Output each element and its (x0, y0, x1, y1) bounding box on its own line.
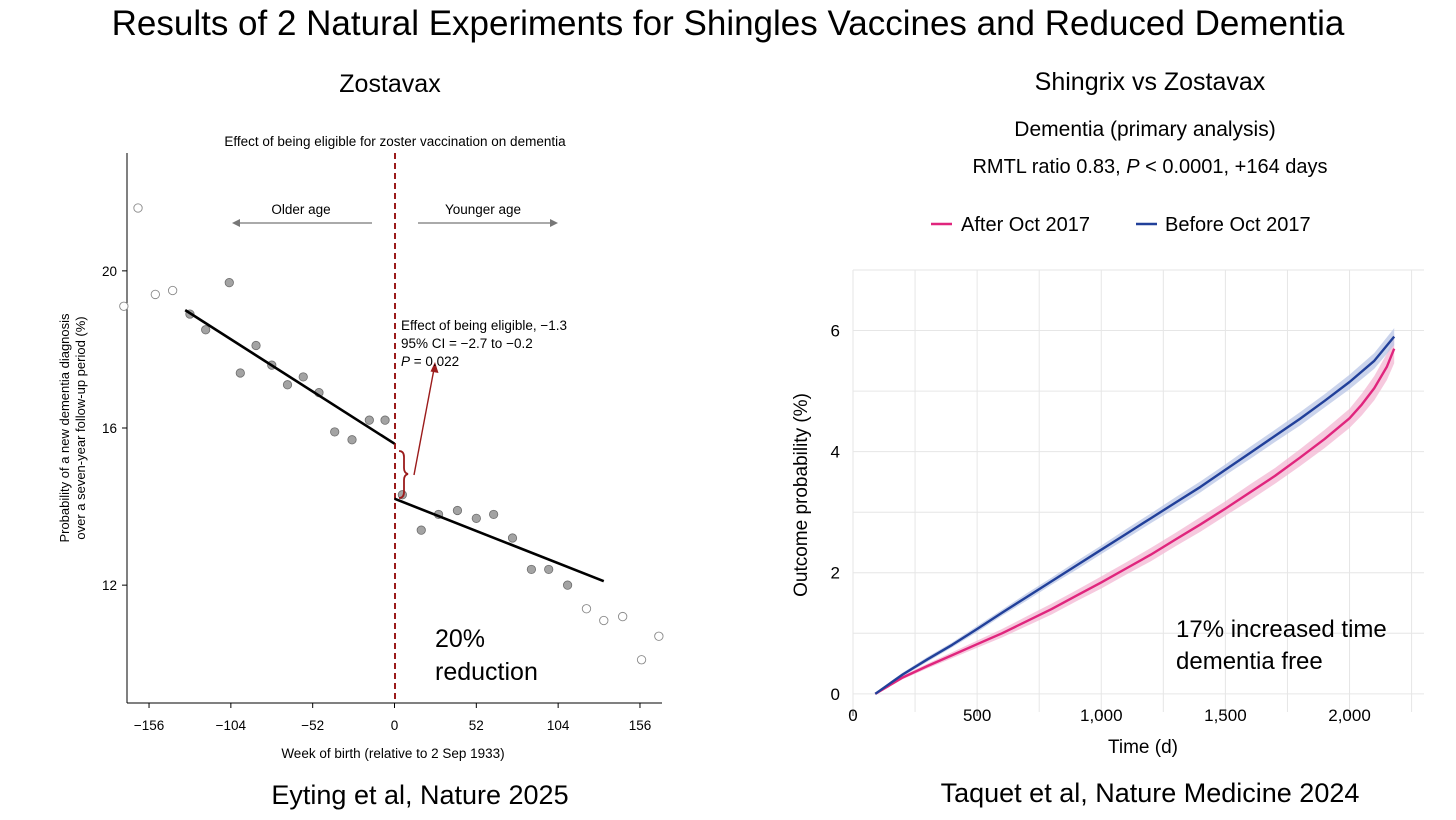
left-y-axis-label-line2: over a seven-year follow-up period (%) (73, 316, 88, 539)
left-x-axis-label: Week of birth (relative to 2 Sep 1933) (281, 746, 504, 761)
scatter-point-outside-window (581, 604, 592, 614)
right-callout-line2: dementia free (1176, 648, 1323, 675)
scatter-point-outside-window (654, 631, 664, 641)
left-callout-line2: reduction (435, 658, 538, 686)
regression-line-older (184, 309, 396, 445)
left-x-tick-label: 104 (547, 718, 570, 733)
right-y-tick-label: 0 (831, 685, 840, 704)
scatter-point-inside-window (235, 368, 245, 378)
right-y-tick-label: 4 (831, 443, 840, 462)
effect-annotation-line1: Effect of being eligible, −1.3 (401, 318, 567, 333)
scatter-point-inside-window (380, 415, 390, 425)
scatter-point-outside-window (150, 289, 160, 300)
older-age-arrowhead-icon (232, 219, 240, 227)
right-chart: After Oct 2017 Before Oct 2017 0 500 1,000… (791, 214, 1424, 758)
effect-annotation-arrow (413, 368, 435, 476)
left-callout-line1: 20% (435, 625, 485, 653)
scatter-point-inside-window (330, 427, 340, 437)
effect-brace-icon (398, 450, 409, 499)
left-x-ticks: −156 −104 −52 0 52 104 156 (134, 703, 651, 733)
scatter-point-inside-window (224, 278, 234, 288)
left-points-outside-window (119, 203, 664, 665)
scatter-point-inside-window (364, 415, 374, 425)
scatter-point-inside-window (452, 505, 463, 516)
right-chart-grid (852, 269, 1424, 712)
left-points-inside-window (185, 278, 573, 590)
scatter-point-inside-window (544, 564, 554, 575)
younger-age-label: Younger age (445, 202, 521, 217)
effect-annotation-p-symbol: P (401, 354, 410, 369)
left-y-tick-label: 12 (102, 578, 117, 593)
direction-arrows: Older age Younger age (232, 202, 558, 227)
right-x-tick-label: 500 (963, 706, 991, 725)
effect-annotation-p-value: = 0.022 (410, 354, 459, 369)
left-regression-lines (184, 309, 605, 583)
scatter-point-inside-window (251, 340, 261, 351)
right-chart-legend: After Oct 2017 Before Oct 2017 (931, 214, 1311, 236)
right-x-ticks: 0 500 1,000 1,500 2,000 (848, 706, 1371, 725)
left-y-axis-label: Probability of a new dementia diagnosis … (57, 313, 88, 543)
right-panel-heading: Shingrix vs Zostavax (1034, 68, 1266, 96)
left-x-tick-label: 52 (469, 718, 484, 733)
right-x-tick-label: 1,500 (1204, 706, 1247, 725)
left-x-tick-label: 0 (391, 718, 399, 733)
right-callout-line1: 17% increased time (1176, 616, 1387, 643)
right-citation: Taquet et al, Nature Medicine 2024 (940, 778, 1360, 808)
right-y-tick-label: 6 (831, 322, 840, 341)
scatter-point-inside-window (507, 533, 518, 543)
left-chart: Effect of being eligible for zoster vacc… (57, 134, 664, 761)
scatter-point-inside-window (201, 325, 211, 335)
scatter-point-inside-window (526, 564, 536, 575)
series-line-before (874, 335, 1396, 695)
scatter-point-outside-window (599, 615, 609, 626)
rmtl-p-value-text: < 0.0001, +164 days (1139, 156, 1328, 178)
right-x-tick-label: 0 (848, 706, 857, 725)
rmtl-p-symbol: P (1126, 156, 1140, 178)
right-panel-stats: RMTL ratio 0.83, P < 0.0001, +164 days (900, 156, 1400, 179)
rmtl-ratio-text: RMTL ratio 0.83, (972, 156, 1127, 178)
legend-before-label: Before Oct 2017 (1165, 214, 1311, 236)
right-y-axis-label: Outcome probability (%) (791, 393, 812, 597)
legend-after-label: After Oct 2017 (961, 214, 1090, 236)
left-x-tick-label: −156 (134, 718, 164, 733)
right-panel-subtitle: Dementia (primary analysis) (1014, 118, 1276, 141)
scatter-point-outside-window (636, 655, 647, 665)
main-title: Results of 2 Natural Experiments for Shi… (111, 4, 1345, 43)
right-y-ticks: 0 2 4 6 (831, 322, 840, 704)
scatter-point-inside-window (471, 513, 481, 523)
left-y-axis-label-line1: Probability of a new dementia diagnosis (57, 313, 72, 543)
scatter-point-outside-window (119, 301, 129, 311)
effect-annotation-line3: P = 0.022 (401, 354, 459, 369)
left-chart-title: Effect of being eligible for zoster vacc… (224, 134, 566, 149)
younger-age-arrowhead-icon (550, 219, 558, 227)
scatter-point-outside-window (133, 203, 143, 213)
scatter-point-outside-window (618, 611, 628, 622)
left-x-tick-label: −52 (301, 718, 324, 733)
regression-line-younger (394, 497, 605, 583)
right-x-axis-label: Time (d) (1108, 737, 1178, 758)
scatter-point-inside-window (282, 380, 293, 390)
scatter-point-inside-window (562, 580, 573, 590)
effect-annotation-arrowhead-icon (430, 362, 439, 373)
scatter-point-inside-window (298, 372, 308, 382)
series-line-after (874, 348, 1396, 695)
left-x-tick-label: −104 (216, 718, 247, 733)
scatter-point-outside-window (167, 285, 178, 296)
left-y-ticks: 12 16 20 (102, 264, 127, 593)
right-y-tick-label: 2 (831, 564, 840, 583)
effect-annotation-line2: 95% CI = −2.7 to −0.2 (401, 336, 533, 351)
right-x-tick-label: 1,000 (1080, 706, 1123, 725)
left-x-tick-label: 156 (629, 718, 652, 733)
scatter-point-inside-window (416, 525, 426, 535)
older-age-label: Older age (271, 202, 330, 217)
left-y-tick-label: 16 (102, 421, 117, 436)
right-x-tick-label: 2,000 (1328, 706, 1371, 725)
right-chart-series (874, 328, 1396, 695)
left-y-tick-label: 20 (102, 264, 117, 279)
scatter-point-inside-window (347, 435, 357, 445)
left-citation: Eyting et al, Nature 2025 (271, 780, 569, 810)
left-panel-heading: Zostavax (339, 70, 441, 98)
scatter-point-inside-window (489, 509, 499, 520)
